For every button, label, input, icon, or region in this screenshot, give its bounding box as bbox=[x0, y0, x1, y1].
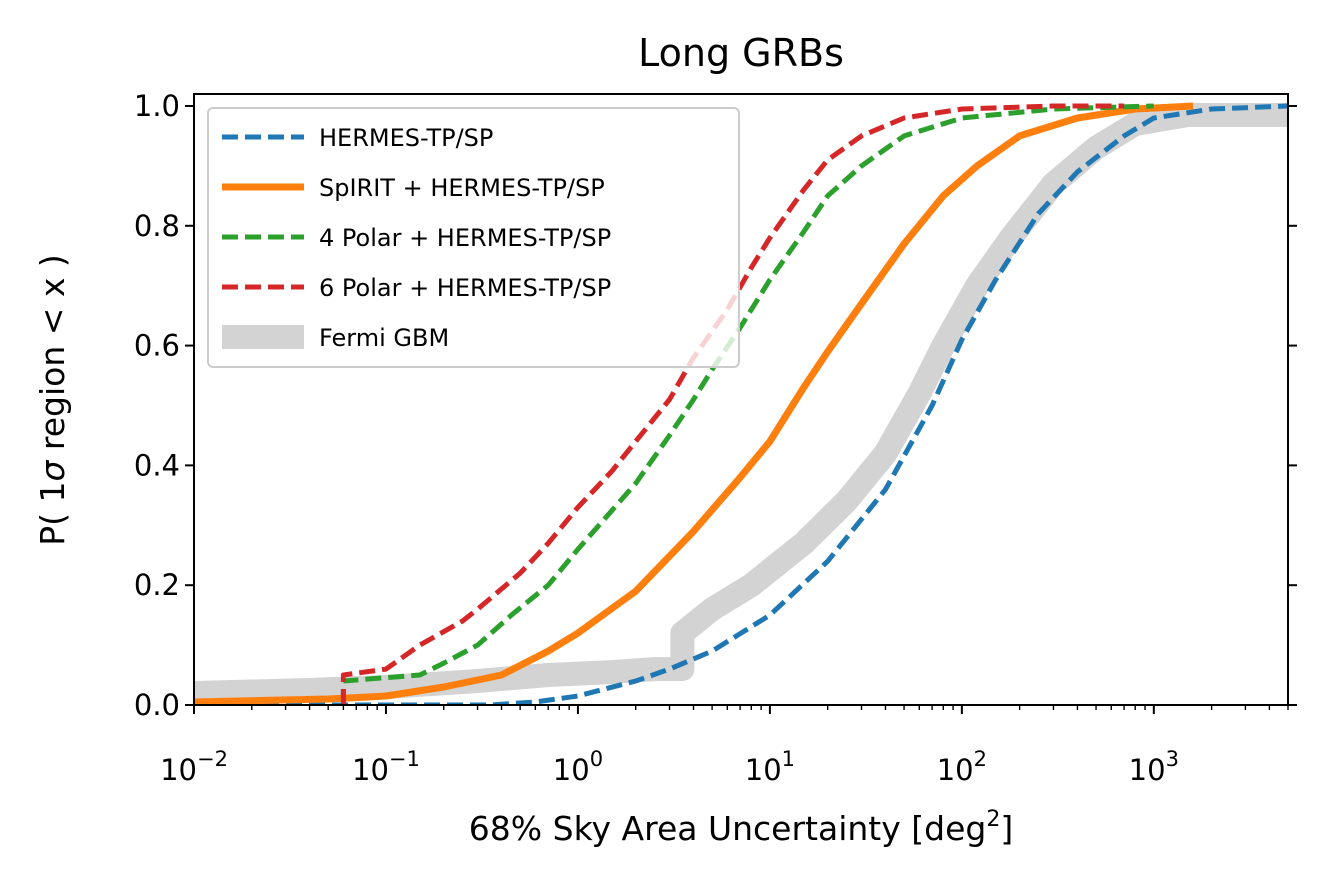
legend-frame bbox=[207, 107, 740, 368]
series-layer bbox=[194, 102, 1288, 705]
legend-label: Fermi GBM bbox=[319, 324, 449, 352]
legend: HERMES-TP/SP SpIRIT + HERMES-TP/SP 4 Polar… bbox=[207, 107, 740, 368]
series-line-4-polar-hermes-tp-sp bbox=[340, 103, 1154, 705]
x-axis-label-sup: 2 bbox=[986, 807, 1000, 832]
plot-area bbox=[185, 93, 1297, 714]
x-tick-label-base: 10 bbox=[1129, 753, 1166, 787]
y-tick-label: 0.2 bbox=[134, 568, 180, 602]
legend-label: 6 Polar + HERMES-TP/SP bbox=[319, 274, 611, 302]
plot-frame bbox=[193, 93, 1289, 706]
y-axis-label-sigma: σ bbox=[33, 460, 72, 482]
x-tick-label-base: 10 bbox=[937, 753, 974, 787]
series-line-spirit-hermes-tp-sp bbox=[194, 102, 1194, 705]
x-tick-label: 101 bbox=[745, 747, 795, 787]
x-axis-label-close: ] bbox=[1000, 809, 1013, 848]
series-line-hermes-tp-sp bbox=[194, 103, 1288, 705]
y-tick-label: 0.8 bbox=[134, 209, 180, 243]
x-tick-label: 100 bbox=[553, 747, 603, 787]
legend-label: 4 Polar + HERMES-TP/SP bbox=[319, 224, 611, 252]
x-tick-label-exp: 0 bbox=[590, 747, 603, 771]
legend-item: 4 Polar + HERMES-TP/SP bbox=[222, 224, 611, 252]
legend-item: 6 Polar + HERMES-TP/SP bbox=[222, 274, 611, 302]
y-axis-label-pre: P( 1 bbox=[33, 482, 72, 546]
x-tick-label-exp: −2 bbox=[197, 747, 228, 771]
y-tick-labels: 0.0 0.2 0.4 0.6 0.8 1.0 bbox=[134, 89, 180, 722]
x-tick-label: 10−2 bbox=[160, 747, 228, 787]
x-tick-label-base: 10 bbox=[745, 753, 782, 787]
legend-item: Fermi GBM bbox=[222, 324, 449, 352]
y-tick-label: 0.4 bbox=[134, 448, 180, 482]
series-line-fermi-gbm bbox=[194, 103, 1288, 705]
x-axis-label: 68% Sky Area Uncertainty [deg2] bbox=[469, 807, 1013, 848]
legend-item: HERMES-TP/SP bbox=[222, 124, 493, 152]
y-tick-label: 0.0 bbox=[134, 688, 180, 722]
chart-title: Long GRBs bbox=[638, 31, 844, 75]
series-line-6-polar-hermes-tp-sp bbox=[340, 103, 1125, 705]
x-tick-label: 103 bbox=[1129, 747, 1179, 787]
x-tick-label-exp: 1 bbox=[782, 747, 795, 771]
x-tick-labels: 10−2 10−1 100 101 102 103 bbox=[160, 747, 1179, 787]
y-axis-label: P( 1σ region < x ) bbox=[33, 254, 72, 546]
x-tick-label-exp: −1 bbox=[389, 747, 420, 771]
x-tick-label-base: 10 bbox=[352, 753, 389, 787]
x-axis-label-main: 68% Sky Area Uncertainty [deg bbox=[469, 809, 987, 848]
y-tick-label: 0.6 bbox=[134, 329, 180, 363]
tick-layer bbox=[185, 104, 1297, 714]
y-tick-label: 1.0 bbox=[134, 89, 180, 123]
legend-items: HERMES-TP/SP SpIRIT + HERMES-TP/SP 4 Polar… bbox=[222, 124, 611, 352]
x-tick-label: 10−1 bbox=[352, 747, 420, 787]
legend-label: HERMES-TP/SP bbox=[319, 124, 493, 152]
x-tick-label-exp: 3 bbox=[1166, 747, 1179, 771]
legend-item: SpIRIT + HERMES-TP/SP bbox=[222, 174, 605, 202]
x-tick-label-base: 10 bbox=[160, 753, 197, 787]
x-tick-label: 102 bbox=[937, 747, 987, 787]
legend-label: SpIRIT + HERMES-TP/SP bbox=[319, 174, 605, 202]
x-tick-label-base: 10 bbox=[553, 753, 590, 787]
y-axis-label-post: region < x ) bbox=[33, 254, 72, 460]
x-tick-label-exp: 2 bbox=[974, 747, 987, 771]
